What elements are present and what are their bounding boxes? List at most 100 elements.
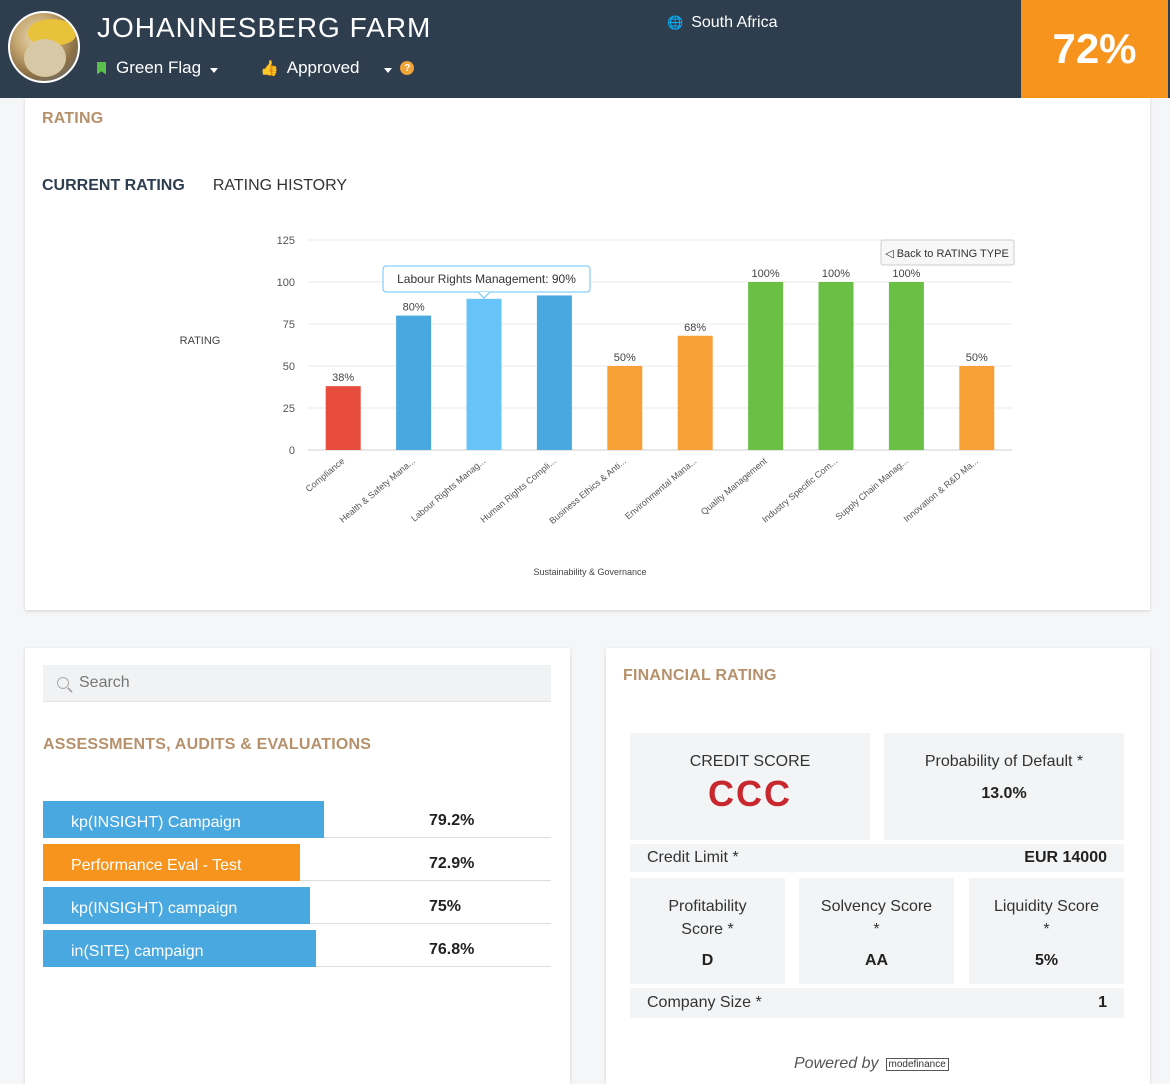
powered-by-text: Powered by	[794, 1055, 879, 1072]
bar-1	[325, 386, 361, 450]
help-icon[interactable]: ?	[400, 61, 415, 75]
x-tick-label: Business Ethics & Anti...	[547, 456, 628, 526]
credit-score-label: CREDIT SCORE	[689, 753, 811, 770]
company-size-row: Company Size * 1	[630, 988, 1124, 1018]
credit-limit-label: Credit Limit *	[647, 849, 739, 866]
bar-data-label: 50%	[966, 352, 988, 364]
bar-data-label: 100%	[892, 268, 920, 280]
x-axis-label: Sustainability & Governance	[533, 567, 646, 577]
credit-limit-row: Credit Limit * EUR 14000	[630, 844, 1124, 872]
tab-current-rating[interactable]: CURRENT RATING	[42, 177, 185, 194]
y-axis-label: RATING	[180, 335, 221, 347]
credit-limit-value: EUR 14000	[1024, 849, 1107, 866]
powered-by: Powered by modefinance	[794, 1055, 949, 1073]
assessment-name: in(SITE) campaign	[43, 930, 316, 967]
assessment-row[interactable]: kp(INSIGHT) campaign 75%	[43, 887, 551, 924]
x-tick-label: Innovation & R&D Ma...	[902, 456, 980, 524]
flag-dropdown[interactable]: Green Flag	[116, 58, 219, 78]
x-tick-label: Environmental Mana...	[623, 456, 698, 522]
profitability-value: D	[701, 952, 714, 969]
x-tick-label: Health & Safety Mana...	[338, 456, 417, 525]
profitability-label: Profitability	[668, 898, 747, 915]
tab-rating-history[interactable]: RATING HISTORY	[212, 177, 348, 194]
search-input[interactable]: Search	[43, 665, 551, 702]
assessment-row[interactable]: kp(INSIGHT) Campaign 79.2%	[43, 801, 551, 838]
back-to-rating-type-button[interactable]	[880, 239, 1015, 266]
flag-label: Green Flag	[116, 58, 202, 77]
probability-default-box: Probability of Default * 13.0%	[884, 733, 1124, 840]
profitability-label-line2: Score *	[681, 921, 734, 938]
profitability-box: Profitability Score * D	[630, 878, 785, 984]
rating-bar-chart: 0 25 50 75 100 125 RATING Sustainability & Gove…	[180, 235, 1015, 577]
pod-value: 13.0%	[981, 785, 1027, 802]
assessment-row[interactable]: in(SITE) campaign 76.8%	[43, 930, 551, 967]
bar-data-label: 38%	[332, 372, 354, 384]
assessment-score: 76.8%	[429, 941, 475, 958]
assessment-score: 72.9%	[429, 855, 475, 872]
bar-9	[888, 282, 924, 450]
solvency-box: Solvency Score * AA	[799, 878, 954, 984]
x-tick-label: Quality Management	[699, 456, 769, 517]
farm-name: JOHANNESBERG FARM	[97, 12, 432, 43]
x-tick-label: Labour Rights Manag...	[409, 456, 487, 524]
assessment-name: Performance Eval - Test	[43, 844, 301, 881]
chevron-down-icon	[384, 68, 393, 73]
back-button-label: ◁ Back to RATING TYPE	[885, 248, 1009, 260]
status-dropdown[interactable]: Approved	[287, 58, 393, 78]
thumbs-up-icon: 👍	[260, 60, 279, 77]
status-label: Approved	[286, 58, 360, 77]
credit-score-value: CCC	[708, 773, 792, 814]
bar-data-label: 100%	[822, 268, 850, 280]
bar-data-label: 50%	[614, 352, 636, 364]
solvency-label-line2: *	[873, 921, 880, 938]
assessment-score: 75%	[429, 898, 462, 915]
bar-6	[677, 335, 713, 450]
overall-score-badge: 72%	[1021, 0, 1168, 98]
company-size-value: 1	[1098, 994, 1107, 1011]
globe-icon: 🌐	[667, 15, 684, 30]
bar-7	[748, 282, 784, 450]
x-tick-label: Human Rights Compli...	[478, 456, 557, 525]
search-placeholder: Search	[79, 674, 130, 691]
flag-icon	[97, 61, 106, 75]
bar-5	[607, 366, 643, 450]
bar-3	[466, 298, 502, 450]
farm-avatar	[8, 11, 80, 83]
bar-8	[818, 282, 854, 450]
bar-data-label: 80%	[403, 302, 425, 314]
assessment-score: 79.2%	[429, 812, 475, 829]
liquidity-label: Liquidity Score	[994, 898, 1099, 915]
x-tick-label: Compliance	[304, 456, 347, 494]
tooltip-text: Labour Rights Management: 90%	[397, 272, 576, 286]
financial-title: FINANCIAL RATING	[623, 667, 777, 684]
y-tick-label: 25	[283, 403, 295, 415]
company-size-label: Company Size *	[647, 994, 762, 1011]
rating-panel: RATING CURRENT RATING RATING HISTORY 0 25…	[25, 98, 1150, 610]
search-icon	[57, 677, 69, 689]
solvency-value: AA	[864, 952, 889, 969]
assessments-title: ASSESSMENTS, AUDITS & EVALUATIONS	[43, 736, 372, 753]
y-tick-label: 125	[277, 235, 295, 247]
chevron-down-icon	[210, 68, 219, 73]
liquidity-label-line2: *	[1043, 921, 1050, 938]
pod-label: Probability of Default *	[924, 753, 1084, 770]
bar-2	[396, 315, 432, 450]
rating-title: RATING	[42, 110, 104, 127]
y-tick-label: 0	[289, 445, 295, 457]
y-tick-label: 100	[277, 277, 295, 289]
liquidity-box: Liquidity Score * 5%	[969, 878, 1124, 984]
modefinance-logo[interactable]: modefinance	[885, 1057, 949, 1071]
header-bar: JOHANNESBERG FARM Green Flag 👍 Approved …	[0, 0, 1170, 98]
credit-score-box: CREDIT SCORE CCC	[630, 733, 870, 840]
assessment-name: kp(INSIGHT) campaign	[43, 887, 311, 924]
assessment-name: kp(INSIGHT) Campaign	[43, 801, 324, 838]
x-tick-label: Supply Chain Manag...	[833, 456, 909, 522]
bar-data-label: 68%	[684, 322, 706, 334]
financial-panel: FINANCIAL RATING CREDIT SCORE CCC Probab…	[606, 648, 1150, 1084]
assessment-row[interactable]: Performance Eval - Test 72.9%	[43, 844, 551, 881]
liquidity-value: 5%	[1034, 952, 1059, 969]
tooltip-pointer	[477, 291, 491, 299]
country-label: South Africa	[691, 14, 778, 31]
bar-10	[959, 366, 995, 450]
x-tick-label: Industry Specific Com...	[760, 456, 839, 525]
